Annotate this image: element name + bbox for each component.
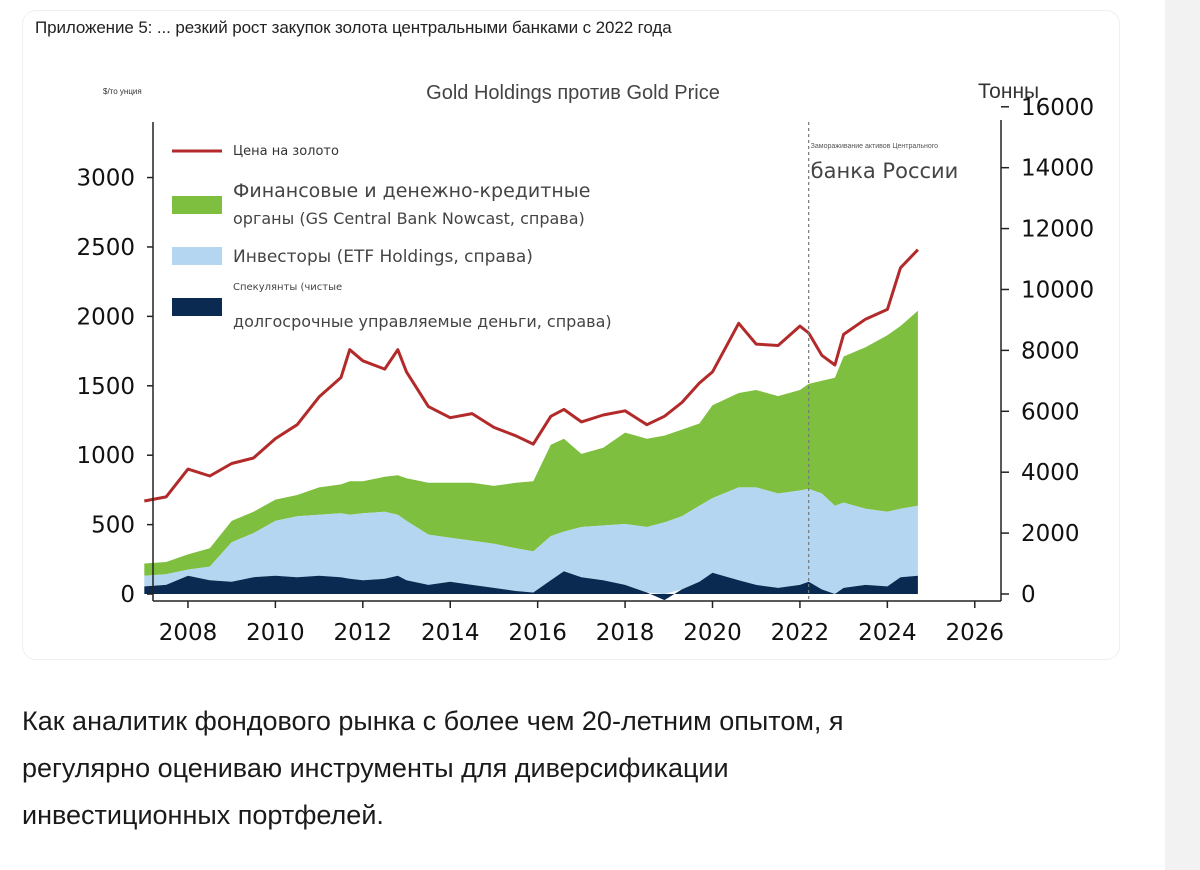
side-panel-strip (1165, 0, 1200, 870)
article-line: Как аналитик фондового рынка с более чем… (22, 706, 844, 736)
annotation-text: банка России (811, 159, 959, 183)
figure-caption: Приложение 5: ... резкий рост закупок зо… (35, 18, 672, 37)
left-tick-label: 3000 (76, 166, 135, 192)
chart-title: Gold Holdings против Gold Price (426, 82, 720, 104)
x-tick-label: 2016 (508, 620, 567, 646)
right-tick-label: 6000 (1021, 399, 1080, 425)
left-tick-label: 1000 (76, 443, 135, 469)
right-tick-label: 16000 (1021, 95, 1094, 121)
legend-swatch-central-banks (172, 196, 222, 214)
legend-label-central-banks-2: органы (GS Central Bank Nowcast, справа) (233, 209, 585, 228)
article-line: регулярно оцениваю инструменты для дивер… (22, 753, 729, 783)
area-central-banks (144, 310, 918, 576)
legend-label-central-banks: Финансовые и денежно-кредитные (233, 180, 590, 202)
right-tick-label: 2000 (1021, 521, 1080, 547)
right-tick-label: 4000 (1021, 460, 1080, 486)
left-axis-label: $/то унция (103, 87, 142, 96)
left-tick-label: 500 (91, 513, 135, 539)
x-tick-label: 2020 (683, 620, 742, 646)
x-tick-label: 2018 (596, 620, 655, 646)
legend-label-speculators-2: долгосрочные управляемые деньги, справа) (233, 312, 612, 331)
left-tick-label: 1500 (76, 374, 135, 400)
x-tick-label: 2022 (771, 620, 830, 646)
x-tick-label: 2010 (246, 620, 305, 646)
article-text: Как аналитик фондового рынка с более чем… (22, 698, 1072, 839)
x-tick-label: 2024 (858, 620, 917, 646)
x-tick-label: 2014 (421, 620, 480, 646)
right-tick-label: 8000 (1021, 338, 1080, 364)
x-tick-label: 2008 (159, 620, 218, 646)
legend-swatch-speculators (172, 298, 222, 316)
annotation-small-text: Замораживание активов Центрального (811, 143, 939, 150)
right-tick-label: 12000 (1021, 217, 1094, 243)
x-tick-label: 2012 (334, 620, 393, 646)
legend-label-speculators: Спекулянты (чистые (233, 282, 342, 293)
article-line: инвестиционных портфелей. (22, 800, 384, 830)
right-tick-label: 14000 (1021, 156, 1094, 182)
right-tick-label: 0 (1021, 582, 1036, 608)
legend-label-etf: Инвесторы (ETF Holdings, справа) (233, 247, 533, 267)
left-tick-label: 2500 (76, 235, 135, 261)
right-tick-label: 10000 (1021, 277, 1094, 303)
left-tick-label: 0 (120, 582, 135, 608)
area-speculators (144, 571, 918, 601)
x-tick-label: 2026 (945, 620, 1004, 646)
right-axis-label: Тонны (978, 80, 1039, 103)
legend-label-price: Цена на золото (233, 144, 339, 159)
left-tick-label: 2000 (76, 304, 135, 330)
area-etf-investors (144, 487, 918, 594)
legend-swatch-etf (172, 247, 222, 265)
